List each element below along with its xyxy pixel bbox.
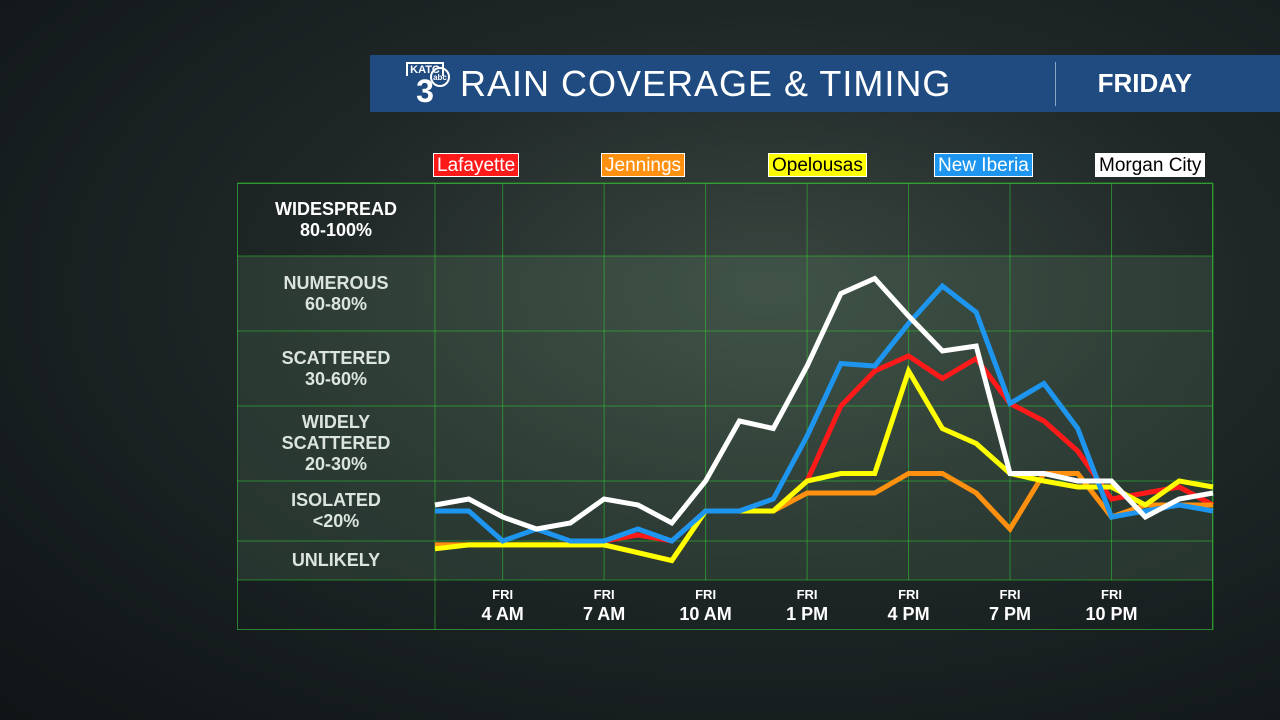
station-logo: KATC 3 abc [390,55,460,112]
title-bar: KATC 3 abc RAIN COVERAGE & TIMING FRIDAY [370,55,1280,112]
legend-item: Opelousas [768,153,867,177]
chart-title: RAIN COVERAGE & TIMING [460,62,952,104]
x-tick-day: FRI [593,587,615,602]
x-tick-label: FRI 1 PM [767,587,847,625]
y-band-label-line: UNLIKELY [237,550,435,571]
y-band-label: UNLIKELY [237,541,435,580]
y-band-label-line: 30-60% [237,369,435,390]
x-tick-time: 4 AM [481,604,524,624]
x-tick-label: FRI 10 PM [1072,587,1152,625]
y-band-label-line: ISOLATED [237,490,435,511]
legend-item: New Iberia [934,153,1033,177]
x-tick-time: 7 AM [582,604,626,624]
y-band-label: SCATTERED30-60% [237,331,435,406]
x-tick-label: FRI 7 PM [970,587,1050,625]
x-tick-day: FRI [796,587,818,602]
y-band-label: WIDESPREAD 80-100% [237,183,435,256]
series-line-new-iberia [435,282,1214,544]
legend-item: Morgan City [1095,153,1206,177]
x-tick-label: FRI 4 PM [869,587,949,625]
series-line-morgan-city [434,275,1214,532]
x-tick-day: FRI [492,587,514,602]
x-tick-day: FRI [898,587,920,602]
y-band-label-line: <20% [237,511,435,532]
x-tick-day: FRI [1101,587,1122,602]
y-band-label-line: 80-100% [299,219,373,240]
y-band-label: WIDELYSCATTERED20-30% [237,406,435,481]
y-band-label: NUMEROUS60-80% [237,256,435,331]
y-band-label-line: SCATTERED [237,348,435,369]
y-band-label-line: 20-30% [237,454,435,475]
x-tick-day: FRI [695,587,717,602]
y-band-label-line: NUMEROUS [237,273,435,294]
x-tick-label: FRI 7 AM [564,587,644,625]
x-tick-time: 10 PM [1085,604,1138,624]
y-band-label-line: WIDELY [237,412,435,433]
y-band-label: ISOLATED<20% [237,481,435,541]
series-line-opelousas [434,364,1214,564]
x-tick-time: 7 PM [989,604,1032,624]
x-tick-time: 4 PM [887,604,930,624]
divider [1054,61,1056,106]
legend-item: Lafayette [433,153,520,177]
y-band-label-line: SCATTERED [237,433,435,454]
x-tick-label: FRI 10 AM [666,587,746,625]
x-tick-time: 10 AM [679,604,732,624]
x-tick-label: FRI 4 AM [463,587,543,625]
y-band-label-line: 60-80% [237,294,435,315]
plot-shade [237,256,1213,580]
legend-item: Jennings [601,153,686,177]
y-band-label-line: WIDESPREAD [274,198,397,219]
x-tick-time: 1 PM [786,604,829,624]
x-tick-day: FRI [999,587,1021,602]
day-label: FRIDAY [1097,68,1192,98]
